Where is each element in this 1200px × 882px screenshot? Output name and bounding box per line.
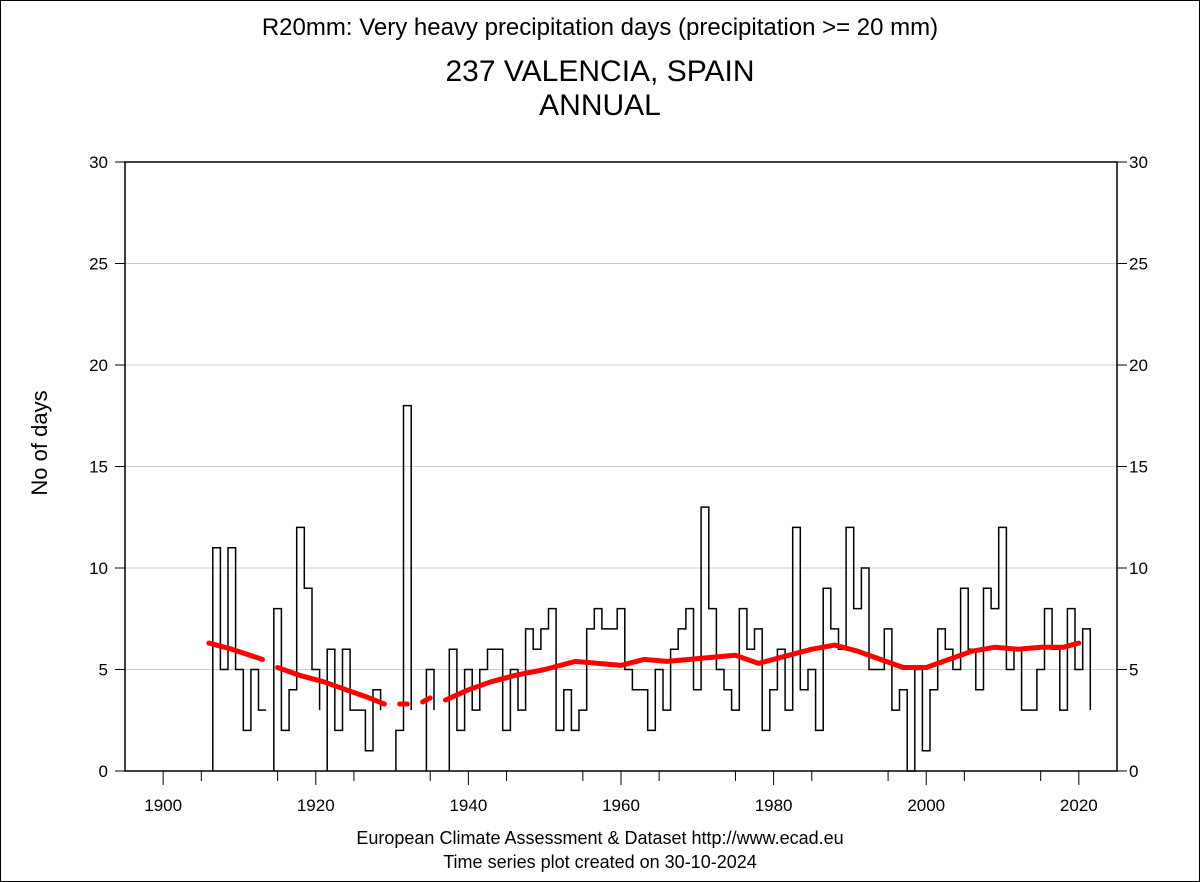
footer-created: Time series plot created on 30-10-2024 xyxy=(443,852,757,872)
chart-subtitle: 237 VALENCIA, SPAIN xyxy=(445,55,755,88)
y-tick-label-right: 20 xyxy=(1129,356,1148,375)
chart-period: ANNUAL xyxy=(539,89,661,122)
series-trend-line xyxy=(206,640,265,662)
y-tick-label-right: 25 xyxy=(1129,255,1148,274)
series-trend-line xyxy=(275,665,387,707)
y-tick-label-right: 10 xyxy=(1129,559,1148,578)
x-tick-label: 1940 xyxy=(449,796,487,815)
y-tick-label-left: 15 xyxy=(89,458,108,477)
footer-source: European Climate Assessment & Dataset ht… xyxy=(356,828,844,848)
x-tick-label: 1960 xyxy=(602,796,640,815)
y-tick-label-left: 25 xyxy=(89,255,108,274)
y-tick-label-left: 20 xyxy=(89,356,108,375)
x-tick-label: 2020 xyxy=(1060,796,1098,815)
y-tick-label-right: 15 xyxy=(1129,458,1148,477)
chart-title: R20mm: Very heavy precipitation days (pr… xyxy=(261,14,939,41)
y-tick-label-right: 5 xyxy=(1129,661,1138,680)
series-trend-line xyxy=(443,640,1082,703)
series-trend-line xyxy=(420,695,433,705)
y-tick-label-left: 0 xyxy=(99,762,108,781)
x-tick-label: 1980 xyxy=(755,796,793,815)
y-tick-label-left: 5 xyxy=(99,661,108,680)
x-tick-label: 1920 xyxy=(297,796,335,815)
y-tick-label-right: 30 xyxy=(1129,153,1148,172)
x-tick-label: 1900 xyxy=(144,796,182,815)
series-step-line xyxy=(212,404,1092,772)
y-tick-label-left: 10 xyxy=(89,559,108,578)
y-tick-label-right: 0 xyxy=(1129,762,1138,781)
x-tick-label: 2000 xyxy=(907,796,945,815)
y-tick-label-left: 30 xyxy=(89,153,108,172)
